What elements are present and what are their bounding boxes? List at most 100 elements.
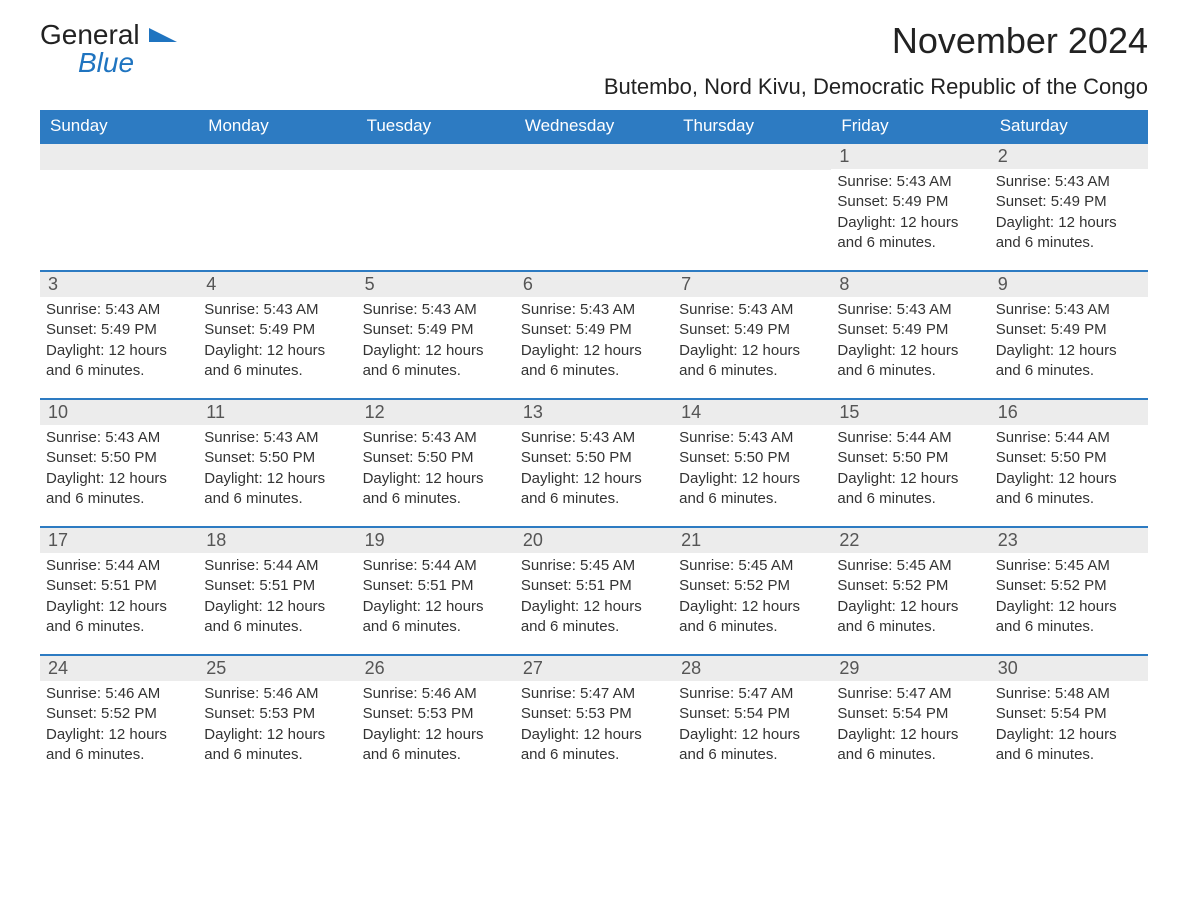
day-number: 6 <box>515 272 673 297</box>
sunset-text: Sunset: 5:52 PM <box>46 704 192 724</box>
daylight-text: Daylight: 12 hours and 6 minutes. <box>204 597 350 638</box>
sunrise-text: Sunrise: 5:43 AM <box>521 428 667 448</box>
sunset-text: Sunset: 5:51 PM <box>46 576 192 596</box>
day-cell: 13Sunrise: 5:43 AMSunset: 5:50 PMDayligh… <box>515 400 673 526</box>
day-cell: 6Sunrise: 5:43 AMSunset: 5:49 PMDaylight… <box>515 272 673 398</box>
daylight-text: Daylight: 12 hours and 6 minutes. <box>996 597 1142 638</box>
day-of-week-cell: Friday <box>831 110 989 142</box>
day-number: 28 <box>673 656 831 681</box>
day-number: 7 <box>673 272 831 297</box>
day-details: Sunrise: 5:44 AMSunset: 5:50 PMDaylight:… <box>831 425 989 515</box>
sunrise-text: Sunrise: 5:47 AM <box>521 684 667 704</box>
day-details: Sunrise: 5:43 AMSunset: 5:49 PMDaylight:… <box>357 297 515 387</box>
day-of-week-cell: Tuesday <box>357 110 515 142</box>
sunset-text: Sunset: 5:52 PM <box>837 576 983 596</box>
daylight-text: Daylight: 12 hours and 6 minutes. <box>46 597 192 638</box>
sunset-text: Sunset: 5:49 PM <box>837 320 983 340</box>
sunrise-text: Sunrise: 5:47 AM <box>679 684 825 704</box>
sunset-text: Sunset: 5:49 PM <box>679 320 825 340</box>
daylight-text: Daylight: 12 hours and 6 minutes. <box>837 597 983 638</box>
sunset-text: Sunset: 5:50 PM <box>837 448 983 468</box>
week-row: 10Sunrise: 5:43 AMSunset: 5:50 PMDayligh… <box>40 398 1148 526</box>
day-number <box>673 144 831 170</box>
sunset-text: Sunset: 5:49 PM <box>46 320 192 340</box>
sunset-text: Sunset: 5:53 PM <box>521 704 667 724</box>
week-row: 24Sunrise: 5:46 AMSunset: 5:52 PMDayligh… <box>40 654 1148 782</box>
day-cell: 18Sunrise: 5:44 AMSunset: 5:51 PMDayligh… <box>198 528 356 654</box>
sunset-text: Sunset: 5:49 PM <box>521 320 667 340</box>
calendar: SundayMondayTuesdayWednesdayThursdayFrid… <box>40 110 1148 782</box>
day-number: 27 <box>515 656 673 681</box>
sunset-text: Sunset: 5:49 PM <box>837 192 983 212</box>
day-cell: 24Sunrise: 5:46 AMSunset: 5:52 PMDayligh… <box>40 656 198 782</box>
day-details: Sunrise: 5:43 AMSunset: 5:49 PMDaylight:… <box>40 297 198 387</box>
day-cell: 11Sunrise: 5:43 AMSunset: 5:50 PMDayligh… <box>198 400 356 526</box>
day-number: 30 <box>990 656 1148 681</box>
week-row: 3Sunrise: 5:43 AMSunset: 5:49 PMDaylight… <box>40 270 1148 398</box>
daylight-text: Daylight: 12 hours and 6 minutes. <box>46 341 192 382</box>
daylight-text: Daylight: 12 hours and 6 minutes. <box>521 469 667 510</box>
day-number: 21 <box>673 528 831 553</box>
day-number: 13 <box>515 400 673 425</box>
daylight-text: Daylight: 12 hours and 6 minutes. <box>679 341 825 382</box>
day-details: Sunrise: 5:46 AMSunset: 5:52 PMDaylight:… <box>40 681 198 771</box>
day-details: Sunrise: 5:47 AMSunset: 5:54 PMDaylight:… <box>673 681 831 771</box>
sunset-text: Sunset: 5:49 PM <box>996 192 1142 212</box>
sunrise-text: Sunrise: 5:43 AM <box>363 428 509 448</box>
sunrise-text: Sunrise: 5:46 AM <box>363 684 509 704</box>
sunrise-text: Sunrise: 5:45 AM <box>679 556 825 576</box>
day-number: 16 <box>990 400 1148 425</box>
day-cell: 12Sunrise: 5:43 AMSunset: 5:50 PMDayligh… <box>357 400 515 526</box>
day-details: Sunrise: 5:43 AMSunset: 5:50 PMDaylight:… <box>357 425 515 515</box>
daylight-text: Daylight: 12 hours and 6 minutes. <box>837 213 983 254</box>
sunrise-text: Sunrise: 5:44 AM <box>837 428 983 448</box>
sunset-text: Sunset: 5:50 PM <box>996 448 1142 468</box>
day-details: Sunrise: 5:45 AMSunset: 5:51 PMDaylight:… <box>515 553 673 643</box>
sunrise-text: Sunrise: 5:43 AM <box>837 172 983 192</box>
daylight-text: Daylight: 12 hours and 6 minutes. <box>996 469 1142 510</box>
day-cell: 17Sunrise: 5:44 AMSunset: 5:51 PMDayligh… <box>40 528 198 654</box>
day-cell: 9Sunrise: 5:43 AMSunset: 5:49 PMDaylight… <box>990 272 1148 398</box>
daylight-text: Daylight: 12 hours and 6 minutes. <box>996 725 1142 766</box>
day-number: 29 <box>831 656 989 681</box>
sunrise-text: Sunrise: 5:43 AM <box>204 428 350 448</box>
day-number: 5 <box>357 272 515 297</box>
day-of-week-cell: Wednesday <box>515 110 673 142</box>
sunset-text: Sunset: 5:49 PM <box>204 320 350 340</box>
sunset-text: Sunset: 5:50 PM <box>204 448 350 468</box>
day-number: 1 <box>831 144 989 169</box>
day-details: Sunrise: 5:43 AMSunset: 5:49 PMDaylight:… <box>198 297 356 387</box>
day-cell <box>515 144 673 270</box>
sunrise-text: Sunrise: 5:43 AM <box>204 300 350 320</box>
day-number: 12 <box>357 400 515 425</box>
day-number <box>198 144 356 170</box>
day-details: Sunrise: 5:45 AMSunset: 5:52 PMDaylight:… <box>990 553 1148 643</box>
sunrise-text: Sunrise: 5:43 AM <box>46 300 192 320</box>
day-number: 15 <box>831 400 989 425</box>
logo-flag-icon <box>147 19 177 50</box>
sunset-text: Sunset: 5:50 PM <box>46 448 192 468</box>
day-of-week-cell: Saturday <box>990 110 1148 142</box>
daylight-text: Daylight: 12 hours and 6 minutes. <box>46 469 192 510</box>
day-details: Sunrise: 5:43 AMSunset: 5:50 PMDaylight:… <box>515 425 673 515</box>
day-details: Sunrise: 5:44 AMSunset: 5:51 PMDaylight:… <box>198 553 356 643</box>
sunset-text: Sunset: 5:53 PM <box>204 704 350 724</box>
day-number <box>357 144 515 170</box>
daylight-text: Daylight: 12 hours and 6 minutes. <box>679 597 825 638</box>
daylight-text: Daylight: 12 hours and 6 minutes. <box>837 725 983 766</box>
sunset-text: Sunset: 5:51 PM <box>521 576 667 596</box>
month-title: November 2024 <box>604 20 1148 62</box>
day-of-week-cell: Monday <box>198 110 356 142</box>
day-cell: 1 Sunrise: 5:43 AMSunset: 5:49 PMDaylight… <box>831 144 989 270</box>
daylight-text: Daylight: 12 hours and 6 minutes. <box>204 725 350 766</box>
day-cell: 28Sunrise: 5:47 AMSunset: 5:54 PMDayligh… <box>673 656 831 782</box>
sunrise-text: Sunrise: 5:45 AM <box>521 556 667 576</box>
day-number: 14 <box>673 400 831 425</box>
day-cell: 4Sunrise: 5:43 AMSunset: 5:49 PMDaylight… <box>198 272 356 398</box>
day-cell: 20Sunrise: 5:45 AMSunset: 5:51 PMDayligh… <box>515 528 673 654</box>
daylight-text: Daylight: 12 hours and 6 minutes. <box>363 725 509 766</box>
sunrise-text: Sunrise: 5:43 AM <box>679 300 825 320</box>
day-cell: 3Sunrise: 5:43 AMSunset: 5:49 PMDaylight… <box>40 272 198 398</box>
sunrise-text: Sunrise: 5:43 AM <box>837 300 983 320</box>
day-number: 10 <box>40 400 198 425</box>
